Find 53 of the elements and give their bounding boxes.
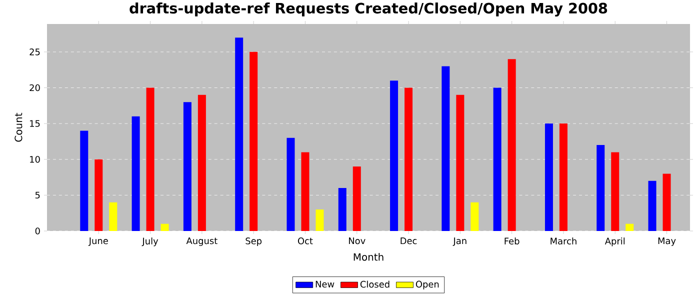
bar	[338, 188, 346, 231]
bar	[508, 59, 516, 231]
bar	[235, 38, 244, 231]
legend-label: Open	[416, 280, 439, 290]
bar	[559, 124, 568, 231]
bar	[316, 210, 324, 231]
bar	[662, 174, 671, 231]
x-tick-label: July	[142, 238, 158, 246]
y-tick-label: 5	[35, 192, 40, 199]
bar	[183, 102, 192, 231]
y-tick-label: 0	[35, 228, 40, 234]
y-tick-label: 15	[30, 120, 40, 127]
bar	[648, 180, 656, 231]
bar	[611, 152, 620, 231]
x-tick-label: Dec	[400, 238, 417, 244]
x-tick-label: June	[88, 238, 108, 246]
bar	[146, 88, 154, 231]
bar	[109, 202, 118, 231]
x-tick-label: Sep	[246, 238, 262, 246]
bar	[352, 166, 361, 231]
y-axis-title: Count	[14, 112, 22, 142]
bar	[596, 145, 605, 231]
bar	[390, 80, 398, 231]
bar	[456, 94, 464, 231]
y-tick-label: 10	[30, 156, 40, 163]
bar	[160, 224, 169, 231]
x-tick-label: Feb	[504, 238, 520, 244]
x-tick-label: Nov	[349, 238, 366, 244]
bar	[442, 66, 450, 231]
legend-label: New	[316, 280, 334, 288]
bar	[301, 152, 310, 231]
bar	[250, 52, 258, 231]
bar	[94, 159, 103, 231]
bar	[80, 130, 88, 231]
y-tick-label: 20	[30, 84, 40, 92]
x-tick-label: May	[658, 238, 676, 246]
bar	[198, 94, 206, 231]
x-axis-title: Month	[354, 253, 384, 261]
bar	[470, 202, 479, 231]
y-tick-label: 25	[30, 48, 40, 56]
x-tick-label: Oct	[298, 238, 313, 244]
bar	[493, 88, 502, 231]
x-tick-label: August	[186, 238, 218, 246]
bar	[404, 88, 413, 231]
x-tick-label: March	[550, 238, 576, 244]
x-tick-label: April	[604, 238, 625, 246]
bar	[286, 138, 295, 231]
bar	[132, 116, 140, 231]
bar	[626, 224, 634, 231]
bar	[544, 124, 553, 231]
chart-title: drafts-update-ref Requests Created/Closed/Open May 2008	[130, 2, 608, 16]
legend-label: Closed	[360, 280, 390, 288]
x-tick-label: Jan	[452, 238, 466, 246]
